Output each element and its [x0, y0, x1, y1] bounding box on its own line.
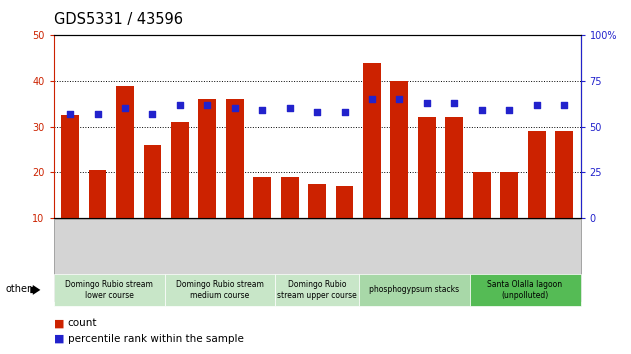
- Bar: [363, 63, 381, 263]
- Bar: [418, 118, 436, 263]
- Bar: [308, 183, 326, 263]
- Bar: [171, 122, 189, 263]
- Bar: [88, 170, 107, 263]
- Point: [394, 96, 404, 102]
- Point: [339, 109, 350, 115]
- Bar: [61, 115, 79, 263]
- Point: [257, 107, 268, 113]
- Point: [559, 102, 569, 108]
- Point: [175, 102, 185, 108]
- Bar: [336, 186, 353, 263]
- Point: [65, 111, 75, 116]
- Point: [230, 105, 240, 111]
- Text: ■: ■: [54, 334, 64, 344]
- Point: [422, 100, 432, 106]
- Bar: [555, 131, 573, 263]
- Bar: [198, 99, 216, 263]
- Point: [312, 109, 322, 115]
- Text: Domingo Rubio stream
lower course: Domingo Rubio stream lower course: [65, 280, 153, 299]
- Text: other: other: [5, 284, 31, 293]
- Bar: [473, 172, 491, 263]
- Bar: [143, 145, 162, 263]
- Point: [93, 111, 103, 116]
- Bar: [226, 99, 244, 263]
- Text: count: count: [68, 318, 97, 328]
- Point: [148, 111, 158, 116]
- Point: [476, 107, 487, 113]
- Bar: [391, 81, 408, 263]
- Bar: [528, 131, 546, 263]
- Text: GDS5331 / 43596: GDS5331 / 43596: [54, 12, 182, 27]
- Point: [449, 100, 459, 106]
- Bar: [253, 177, 271, 263]
- Text: ■: ■: [54, 318, 64, 328]
- Bar: [116, 86, 134, 263]
- Text: Santa Olalla lagoon
(unpolluted): Santa Olalla lagoon (unpolluted): [488, 280, 563, 299]
- Text: percentile rank within the sample: percentile rank within the sample: [68, 334, 244, 344]
- Point: [531, 102, 541, 108]
- Point: [504, 107, 514, 113]
- Point: [285, 105, 295, 111]
- Bar: [500, 172, 518, 263]
- Point: [120, 105, 130, 111]
- Text: phosphogypsum stacks: phosphogypsum stacks: [369, 285, 459, 295]
- Text: Domingo Rubio stream
medium course: Domingo Rubio stream medium course: [176, 280, 264, 299]
- Bar: [445, 118, 463, 263]
- Point: [367, 96, 377, 102]
- Text: Domingo Rubio
stream upper course: Domingo Rubio stream upper course: [277, 280, 357, 299]
- Point: [203, 102, 213, 108]
- Bar: [281, 177, 298, 263]
